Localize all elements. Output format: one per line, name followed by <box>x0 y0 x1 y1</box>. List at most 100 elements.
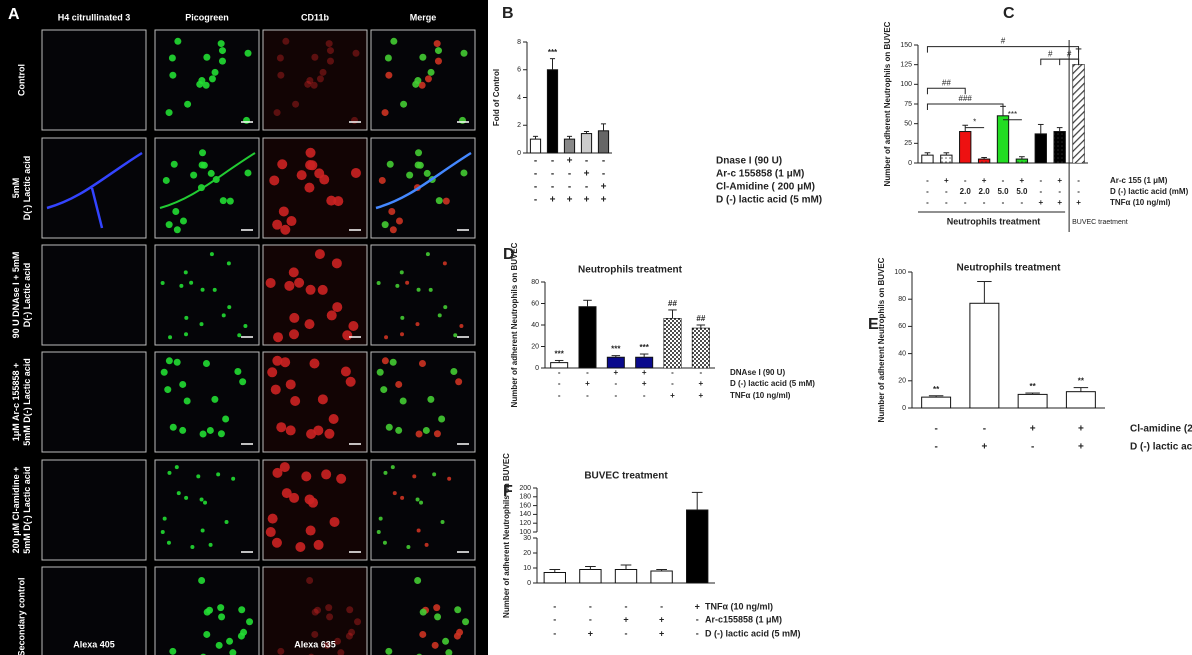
cell <box>309 358 320 369</box>
y-tick-label: 50 <box>904 121 912 128</box>
bar-label: *** <box>548 48 558 57</box>
bar-pattern <box>940 155 952 163</box>
bar <box>921 396 952 409</box>
cell <box>428 287 433 292</box>
cell <box>160 280 165 285</box>
cell <box>237 333 242 338</box>
y-axis-label: Number of adherent Neutrophils on BUVEC <box>510 242 519 407</box>
condition-cell: - <box>551 156 554 167</box>
cell <box>183 270 188 275</box>
condition-cell: - <box>625 601 628 611</box>
bar <box>921 154 934 164</box>
footer-label: Alexa 405 <box>73 639 115 649</box>
cell <box>288 267 299 278</box>
cell <box>378 176 386 184</box>
cell <box>226 261 231 266</box>
cell <box>395 283 400 288</box>
condition-label: D (-) lactic acid (5 mM) <box>1130 442 1192 453</box>
cell <box>313 425 324 436</box>
condition-cell: + <box>1076 198 1081 207</box>
condition-label: D (-) lactic acid (5 mM) <box>730 379 815 388</box>
bar <box>580 133 593 154</box>
cell <box>219 197 227 205</box>
column-header: H4 citrullinated 3 <box>58 12 131 22</box>
y-tick-label: 0 <box>535 365 539 372</box>
panel-letter: E <box>868 316 879 333</box>
condition-cell: - <box>1039 187 1042 196</box>
cell <box>174 465 179 470</box>
cell <box>311 608 319 616</box>
cell <box>208 542 213 547</box>
panel-letter: F <box>503 483 513 500</box>
condition-cell: + <box>1078 424 1084 435</box>
condition-cell: + <box>588 628 593 638</box>
bar <box>635 356 654 369</box>
cell <box>385 423 393 431</box>
cell <box>289 312 300 323</box>
micrograph <box>370 137 476 239</box>
cell <box>162 516 167 521</box>
cell <box>304 80 312 88</box>
bar <box>614 569 638 584</box>
y-axis-label: Fold of Control <box>492 69 501 126</box>
condition-cell: - <box>934 424 937 435</box>
condition-cell: + <box>585 379 590 388</box>
cell <box>179 217 187 225</box>
cell <box>427 395 435 403</box>
cell <box>427 68 435 76</box>
bar <box>529 138 542 154</box>
cell <box>415 497 420 502</box>
cell <box>304 182 315 193</box>
cell <box>400 495 405 500</box>
cell <box>434 57 442 65</box>
chart-title: Neutrophils treatment <box>957 263 1062 274</box>
condition-cell: + <box>623 614 628 624</box>
condition-cell: + <box>1078 442 1084 453</box>
cell <box>317 284 328 295</box>
condition-cell: + <box>550 195 556 206</box>
annotation: * <box>973 118 976 127</box>
cell <box>415 430 423 438</box>
cell <box>190 545 195 550</box>
cell <box>395 217 403 225</box>
cell <box>169 71 177 79</box>
condition-cell: - <box>671 379 674 388</box>
cell <box>304 319 315 330</box>
cell <box>342 330 353 341</box>
y-tick-label: 20 <box>531 343 539 350</box>
y-tick-label: 0 <box>527 580 531 587</box>
cell <box>419 500 424 505</box>
y-tick-label: 150 <box>900 42 912 49</box>
condition-cell: - <box>983 424 986 435</box>
cell <box>419 630 427 638</box>
cell <box>211 68 219 76</box>
cell <box>216 472 221 477</box>
cell <box>267 513 278 524</box>
cell <box>337 649 345 655</box>
cell <box>265 277 276 288</box>
cell <box>272 355 283 366</box>
condition-label: TNFα (10 ng/ml) <box>730 391 791 400</box>
cell <box>244 169 252 177</box>
cell <box>399 397 407 405</box>
condition-cell: - <box>534 195 537 206</box>
bar <box>563 138 576 154</box>
y-tick-label: 120 <box>519 520 531 527</box>
y-axis-label: Number of adherent Neutrophils on BUVEC <box>502 453 511 618</box>
y-tick-label: 160 <box>519 502 531 509</box>
cell <box>332 302 343 313</box>
micrograph <box>41 137 147 239</box>
cell <box>438 415 446 423</box>
condition-cell: + <box>982 176 987 185</box>
cell <box>203 53 211 61</box>
condition-cell: - <box>1031 442 1034 453</box>
y-tick-label: 60 <box>898 323 906 330</box>
micrograph <box>262 29 368 131</box>
cell <box>326 310 337 321</box>
cell <box>285 379 296 390</box>
cell <box>203 608 211 616</box>
condition-cell: + <box>584 195 590 206</box>
micrograph <box>370 459 476 561</box>
y-tick-label: 0 <box>517 150 521 157</box>
